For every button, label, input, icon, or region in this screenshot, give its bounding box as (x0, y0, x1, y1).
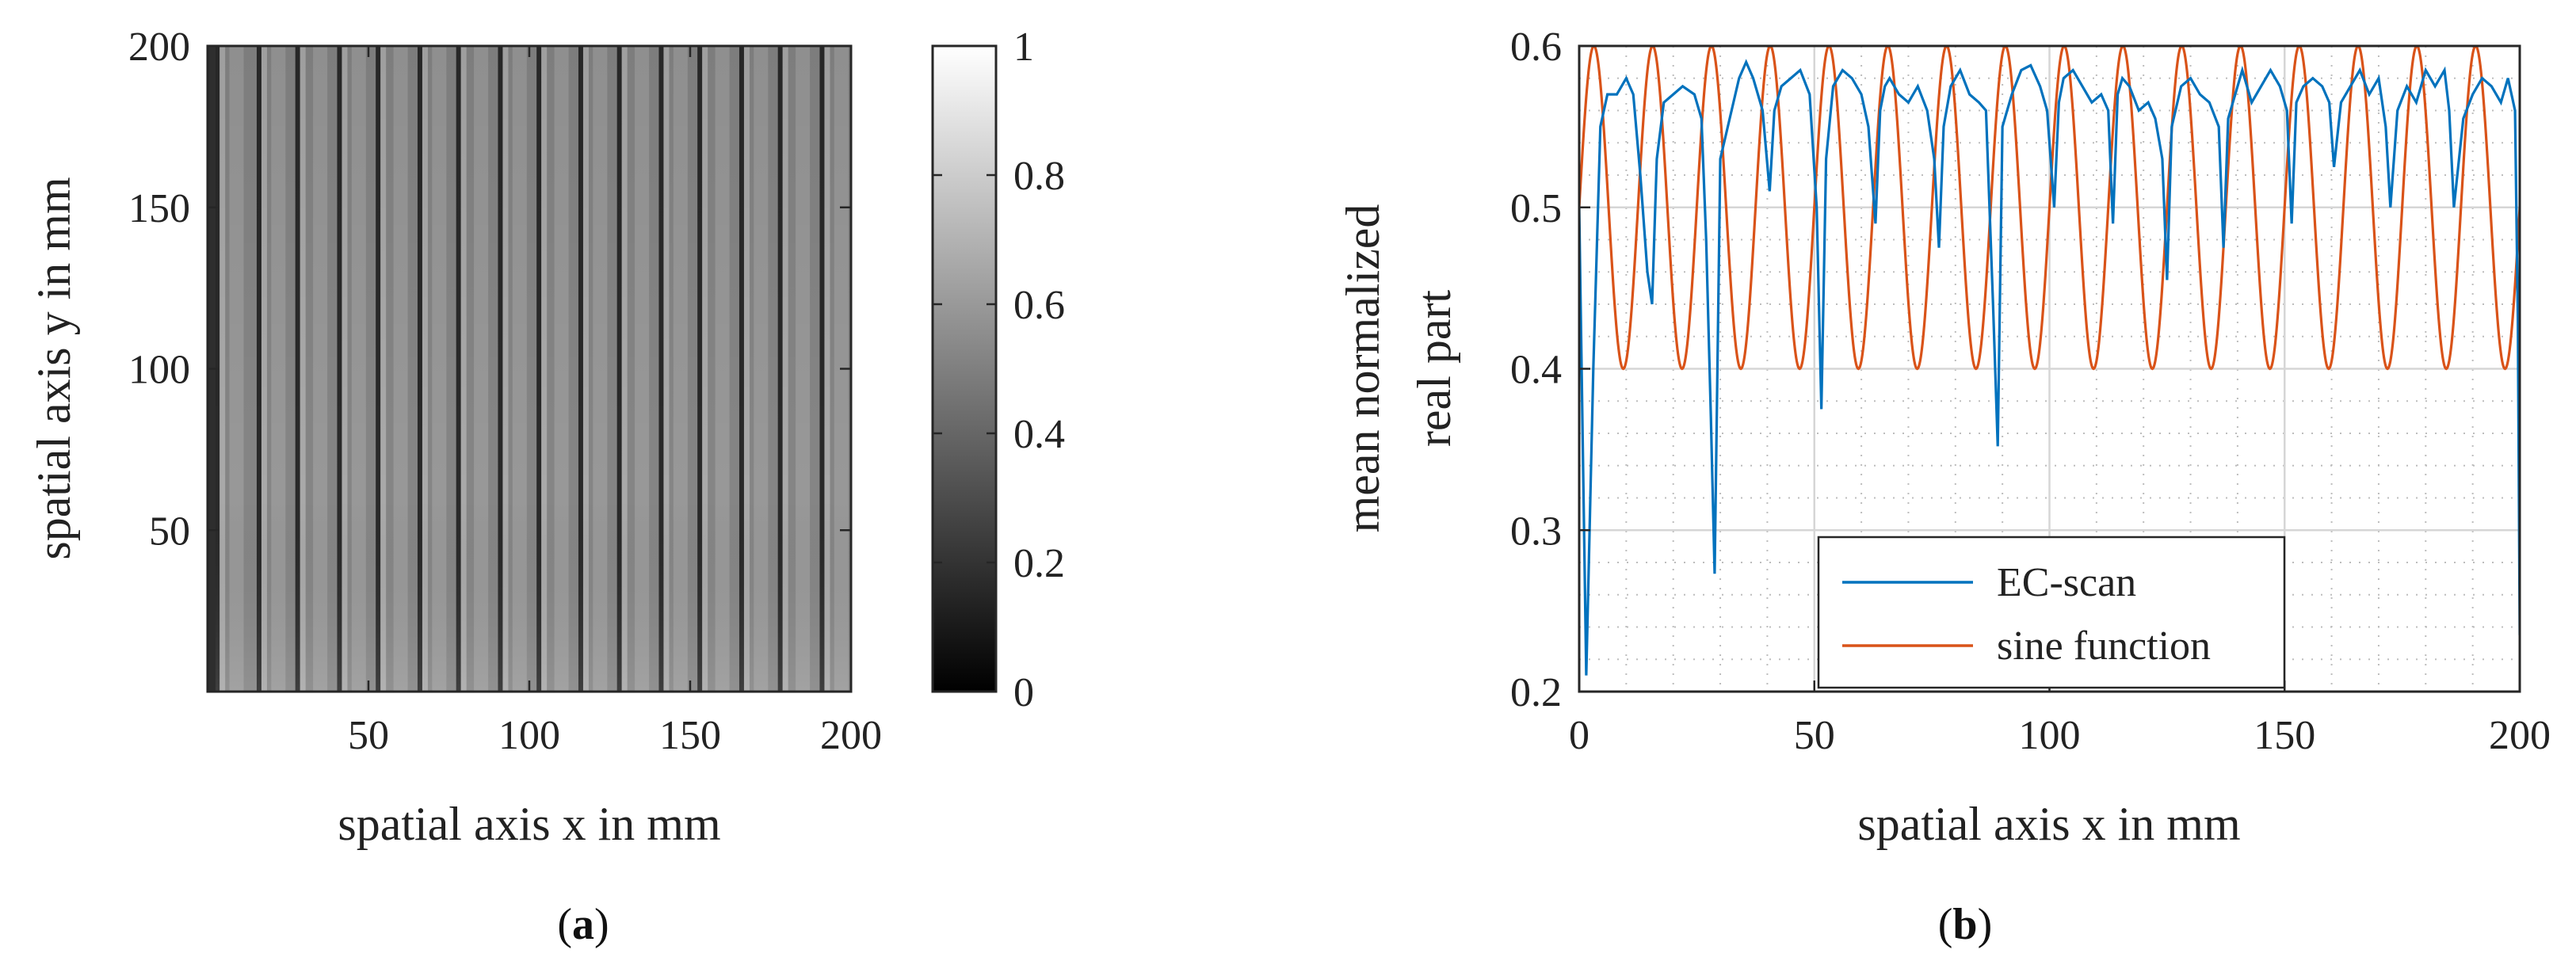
sine-function-line (1579, 46, 2520, 371)
line-chart-y-tick-label: 0.6 (1510, 25, 1562, 70)
line-chart-y-ticks: 0.2 0.3 0.4 0.5 0.6 (1510, 25, 1590, 715)
line-chart-y-label: mean normalized real part (1337, 204, 1460, 533)
caption-a: (a) (557, 900, 609, 949)
line-chart-x-label: spatial axis x in mm (1857, 798, 2240, 850)
heatmap-x-ticks: 50 100 150 200 (348, 46, 882, 758)
heatmap-y-tick-label: 150 (128, 186, 190, 231)
line-chart-x-tick-label: 50 (1794, 713, 1835, 758)
line-chart-y-label-line-2: real part (1408, 290, 1460, 448)
series-layer (1579, 46, 2520, 676)
ec-scan-line (1579, 59, 2520, 676)
colorbar-tick-label: 0.6 (1013, 283, 1065, 328)
caption-b: (b) (1938, 900, 1992, 949)
heatmap-x-label: spatial axis x in mm (338, 798, 720, 850)
line-chart-y-tick-label: 0.3 (1510, 509, 1562, 554)
line-chart-panel: 0 50 100 150 200 0.2 0.3 0.4 0.5 0.6 EC-scan sin… (1337, 25, 2551, 850)
line-chart-y-tick-label: 0.5 (1510, 186, 1562, 231)
heatmap-image (208, 46, 851, 692)
colorbar-ticks: 0 0.2 0.4 0.6 0.8 1 (933, 25, 1065, 715)
line-chart-y-tick-label: 0.2 (1510, 670, 1562, 715)
legend-ec-scan-label: EC-scan (1997, 560, 2136, 605)
caption-b-letter: b (1952, 900, 1977, 949)
caption-a-letter: a (572, 900, 594, 949)
heatmap-x-tick-label: 100 (498, 713, 560, 758)
heatmap-y-ticks: 50 100 150 200 (128, 25, 851, 554)
heatmap-shading (208, 46, 851, 692)
line-chart-x-tick-label: 150 (2254, 713, 2315, 758)
heatmap-y-label: spatial axis y in mm (28, 177, 80, 559)
heatmap-panel: 50 100 150 200 50 100 150 200 spatial axis x i… (28, 25, 882, 850)
colorbar: 0 0.2 0.4 0.6 0.8 1 (931, 25, 1065, 715)
heatmap-y-tick-label: 100 (128, 348, 190, 393)
colorbar-tick-label: 0.2 (1013, 541, 1065, 586)
colorbar-frame (931, 44, 998, 693)
colorbar-tick-label: 0.8 (1013, 154, 1065, 199)
colorbar-tick-label: 0.4 (1013, 412, 1065, 457)
legend-box (1817, 536, 2286, 689)
line-chart-x-ticks: 0 50 100 150 200 (1569, 681, 2551, 758)
line-chart-x-tick-label: 100 (2019, 713, 2081, 758)
colorbar-tick-label: 0 (1013, 670, 1034, 715)
line-chart-x-tick-label: 200 (2489, 713, 2551, 758)
line-chart-y-label-line-1: mean normalized (1337, 204, 1389, 533)
line-chart-y-tick-label: 0.4 (1510, 348, 1562, 393)
heatmap-y-tick-label: 50 (149, 509, 190, 554)
colorbar-tick-label: 1 (1013, 25, 1034, 70)
colorbar-gradient (933, 46, 996, 692)
heatmap-x-tick-label: 200 (820, 713, 882, 758)
heatmap-x-tick-label: 150 (659, 713, 721, 758)
legend: EC-scan sine function (1817, 536, 2286, 689)
heatmap-x-tick-label: 50 (348, 713, 389, 758)
legend-sine-label: sine function (1997, 623, 2211, 669)
line-chart-x-tick-label: 0 (1569, 713, 1589, 758)
heatmap-y-tick-label: 200 (128, 25, 190, 70)
